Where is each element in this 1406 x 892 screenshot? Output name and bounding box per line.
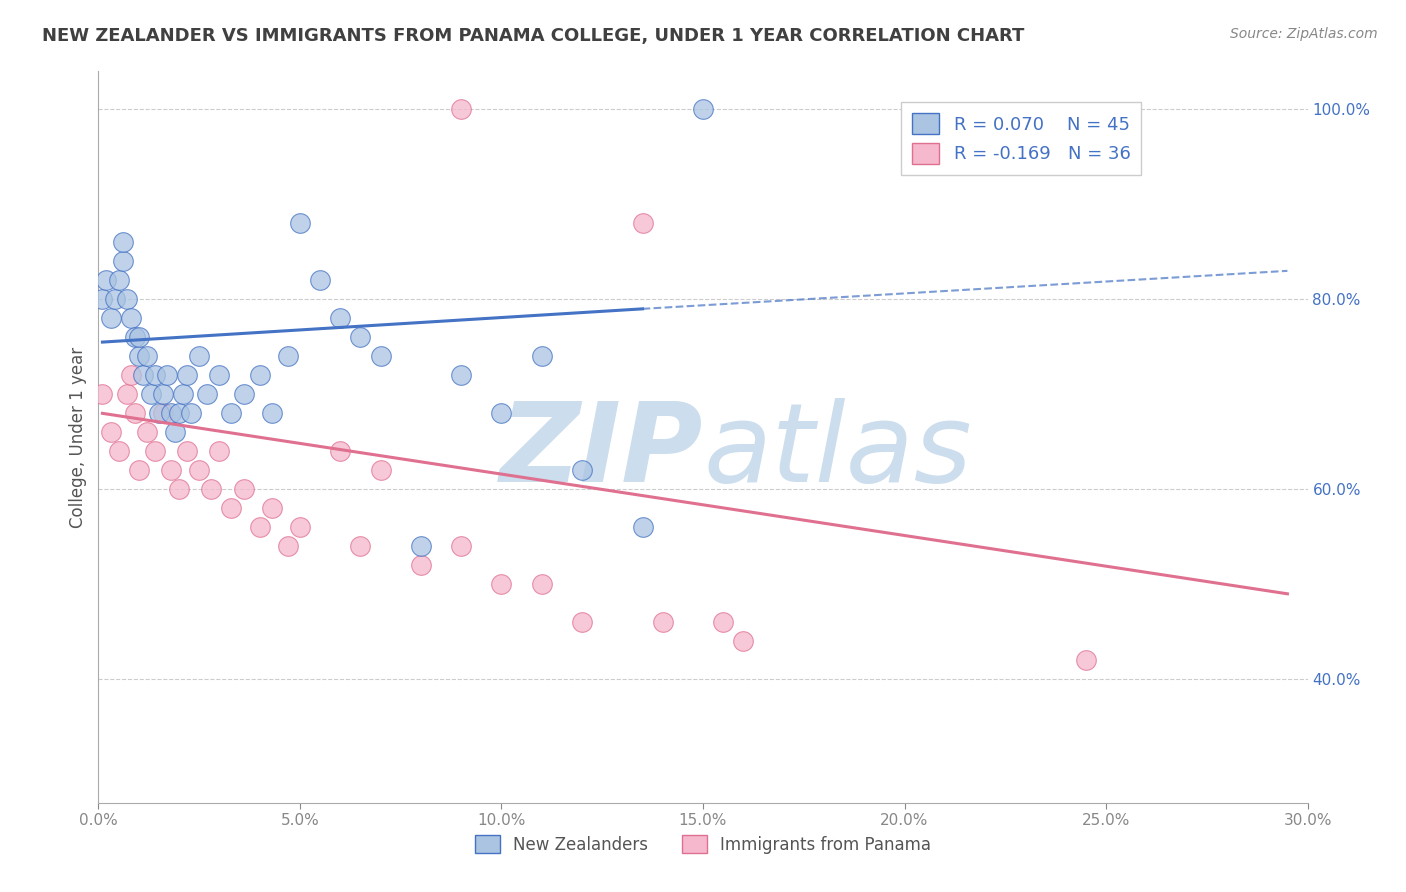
- Point: [163, 425, 186, 440]
- Point: [160, 463, 183, 477]
- Point: [692, 103, 714, 117]
- Point: [349, 539, 371, 553]
- Point: [450, 368, 472, 383]
- Point: [221, 501, 243, 516]
- Text: Source: ZipAtlas.com: Source: ZipAtlas.com: [1230, 27, 1378, 41]
- Point: [128, 330, 150, 344]
- Point: [107, 444, 129, 458]
- Point: [120, 368, 142, 383]
- Point: [450, 539, 472, 553]
- Point: [530, 577, 553, 591]
- Point: [1074, 653, 1097, 667]
- Point: [132, 368, 155, 383]
- Point: [139, 387, 162, 401]
- Point: [329, 444, 352, 458]
- Point: [148, 406, 170, 420]
- Point: [288, 520, 311, 534]
- Point: [143, 444, 166, 458]
- Point: [409, 539, 432, 553]
- Point: [309, 273, 332, 287]
- Point: [135, 425, 157, 440]
- Point: [180, 406, 202, 420]
- Point: [103, 293, 125, 307]
- Text: NEW ZEALANDER VS IMMIGRANTS FROM PANAMA COLLEGE, UNDER 1 YEAR CORRELATION CHART: NEW ZEALANDER VS IMMIGRANTS FROM PANAMA …: [42, 27, 1025, 45]
- Point: [232, 483, 254, 497]
- Point: [96, 273, 118, 287]
- Point: [120, 311, 142, 326]
- Point: [249, 368, 271, 383]
- Text: atlas: atlas: [703, 398, 972, 505]
- Point: [160, 406, 183, 420]
- Point: [195, 387, 218, 401]
- Point: [631, 216, 654, 230]
- Point: [370, 463, 392, 477]
- Point: [260, 406, 283, 420]
- Point: [115, 387, 138, 401]
- Point: [152, 387, 174, 401]
- Point: [370, 349, 392, 363]
- Legend: New Zealanders, Immigrants from Panama: New Zealanders, Immigrants from Panama: [468, 829, 938, 860]
- Point: [172, 387, 194, 401]
- Point: [232, 387, 254, 401]
- Point: [135, 349, 157, 363]
- Point: [491, 577, 513, 591]
- Point: [100, 425, 122, 440]
- Point: [128, 463, 150, 477]
- Point: [349, 330, 371, 344]
- Point: [167, 483, 190, 497]
- Point: [409, 558, 432, 573]
- Point: [221, 406, 243, 420]
- Point: [91, 293, 114, 307]
- Point: [176, 444, 198, 458]
- Point: [571, 615, 593, 630]
- Point: [208, 444, 231, 458]
- Point: [167, 406, 190, 420]
- Point: [100, 311, 122, 326]
- Point: [111, 254, 134, 268]
- Point: [200, 483, 222, 497]
- Point: [329, 311, 352, 326]
- Point: [571, 463, 593, 477]
- Point: [260, 501, 283, 516]
- Point: [143, 368, 166, 383]
- Point: [277, 349, 299, 363]
- Point: [91, 387, 114, 401]
- Point: [530, 349, 553, 363]
- Point: [188, 463, 211, 477]
- Y-axis label: College, Under 1 year: College, Under 1 year: [69, 346, 87, 528]
- Point: [111, 235, 134, 250]
- Point: [631, 520, 654, 534]
- Point: [491, 406, 513, 420]
- Point: [277, 539, 299, 553]
- Point: [152, 406, 174, 420]
- Point: [288, 216, 311, 230]
- Point: [107, 273, 129, 287]
- Text: ZIP: ZIP: [499, 398, 703, 505]
- Point: [176, 368, 198, 383]
- Point: [124, 406, 146, 420]
- Point: [188, 349, 211, 363]
- Point: [651, 615, 673, 630]
- Point: [249, 520, 271, 534]
- Point: [208, 368, 231, 383]
- Point: [711, 615, 734, 630]
- Point: [124, 330, 146, 344]
- Point: [128, 349, 150, 363]
- Point: [450, 103, 472, 117]
- Point: [156, 368, 179, 383]
- Point: [115, 293, 138, 307]
- Point: [733, 634, 755, 648]
